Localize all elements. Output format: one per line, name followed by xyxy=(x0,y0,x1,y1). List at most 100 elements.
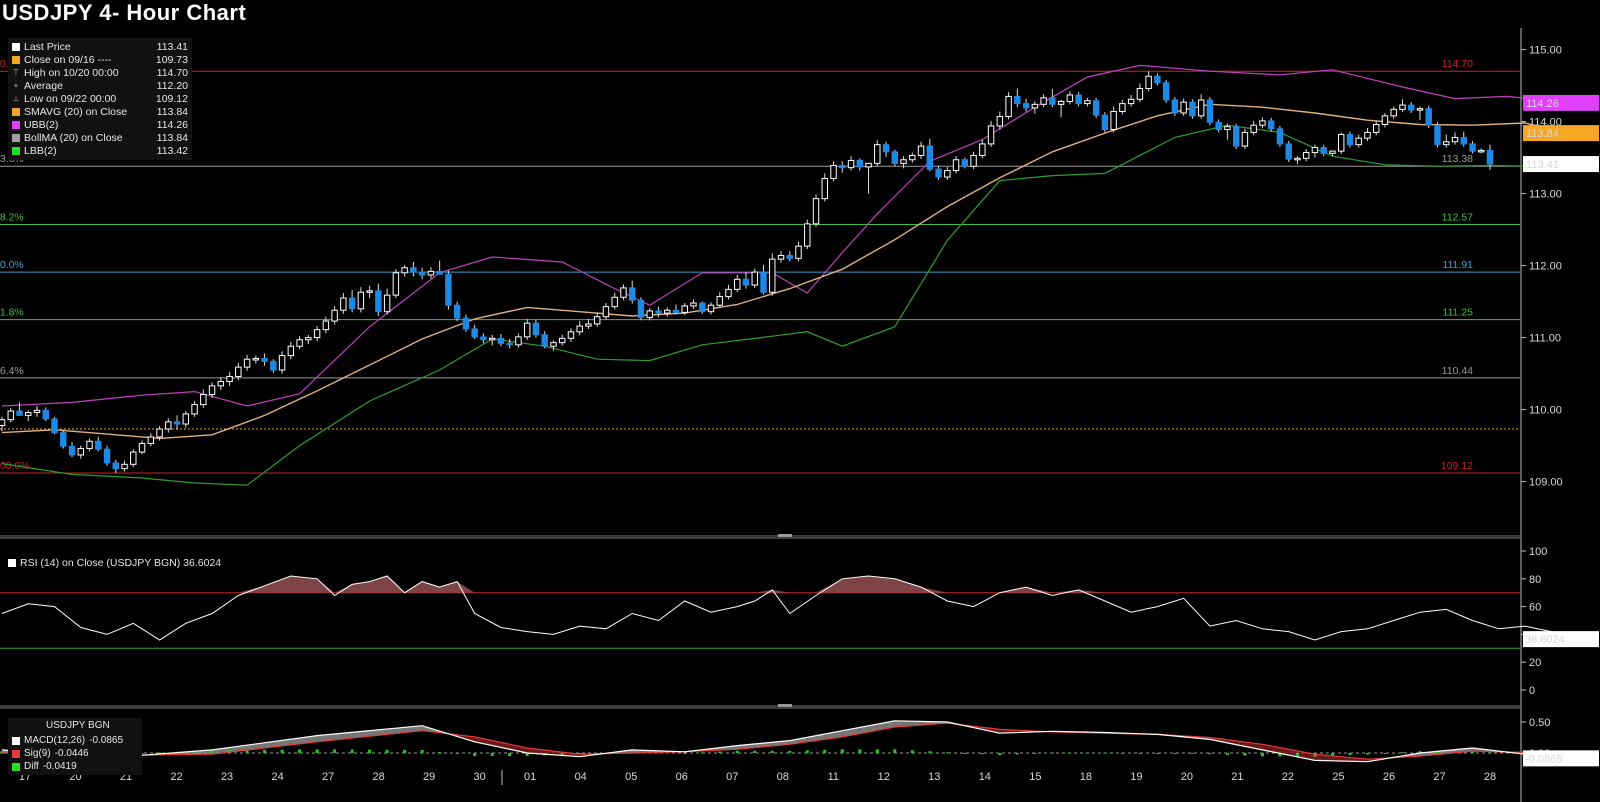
candle-body xyxy=(847,159,855,169)
legend-label: BollMA (20) on Close xyxy=(24,132,123,145)
macd-histogram-bar xyxy=(665,752,669,754)
macd-histogram-bar xyxy=(1453,751,1457,753)
upper-bollinger-line xyxy=(1,64,1569,407)
macd-signal-fill xyxy=(308,735,318,743)
candle-body xyxy=(270,360,277,371)
macd-signal-fill xyxy=(1332,755,1342,762)
candle-body xyxy=(515,336,522,346)
candle-body xyxy=(1276,128,1284,145)
price-badge-label: 113.84 xyxy=(1526,128,1559,140)
candle-body xyxy=(1084,100,1091,105)
macd-signal-fill xyxy=(203,749,213,755)
candle-body xyxy=(917,145,925,156)
candle-body xyxy=(156,428,163,438)
candle-body xyxy=(278,355,286,371)
candle-body xyxy=(173,421,181,425)
x-axis-date-label: 24 xyxy=(271,771,283,783)
candle-body xyxy=(1075,94,1082,105)
macd-histogram-bar xyxy=(1418,751,1422,753)
x-axis-date-label: 05 xyxy=(625,771,637,783)
macd-signal-fill xyxy=(360,730,370,738)
candle-body xyxy=(1346,134,1354,146)
macd-signal-fill xyxy=(238,745,248,752)
candle-body xyxy=(1206,99,1214,123)
price-badge-label: 114.26 xyxy=(1526,98,1559,110)
candle-body xyxy=(1425,108,1432,126)
candle-body xyxy=(926,145,934,170)
macd-signal-line xyxy=(1,722,1569,760)
candle-body xyxy=(1092,100,1100,116)
candle-body xyxy=(261,357,268,362)
legend-swatch xyxy=(12,134,20,143)
candle-body xyxy=(453,304,461,319)
candle-body xyxy=(121,463,128,470)
candle-body xyxy=(217,381,225,387)
candle-body xyxy=(1250,124,1257,133)
price-axis-label: 113.00 xyxy=(1529,189,1562,201)
candle-body xyxy=(664,309,671,314)
rsi-legend: RSI (14) on Close (USDJPY BGN) 36.6024 xyxy=(8,557,221,569)
price-axis-label: 110.00 xyxy=(1529,405,1562,417)
candle-body xyxy=(445,273,452,306)
macd-histogram-bar xyxy=(700,752,704,754)
macd-histogram-bar xyxy=(403,749,407,753)
legend-row: Close on 09/16 ---- 109.73 xyxy=(12,53,188,66)
candle-body xyxy=(725,288,732,298)
macd-signal-fill xyxy=(868,724,878,732)
candle-body xyxy=(1145,75,1152,89)
candle-body xyxy=(1294,157,1301,161)
legend-label: Low on 09/22 00:00 xyxy=(24,92,117,105)
candle-body xyxy=(462,317,470,330)
x-axis-date-label: 30 xyxy=(474,771,486,783)
macd-histogram-bar xyxy=(368,749,372,753)
candle-body xyxy=(1451,136,1459,143)
candle-body xyxy=(882,144,890,153)
candle-body xyxy=(979,143,986,156)
macd-histogram-bar xyxy=(1138,752,1142,754)
candle-body xyxy=(1285,143,1292,160)
legend-value: 113.42 xyxy=(156,145,188,158)
legend-row: SMAVG (20) on Close 113.84 xyxy=(12,105,188,118)
candle-body xyxy=(0,419,6,426)
macd-signal-fill xyxy=(343,732,353,740)
candle-body xyxy=(1014,95,1021,105)
candle-body xyxy=(60,432,67,447)
macd-histogram-bar xyxy=(280,749,284,753)
legend-glyph-icon: ⊤ xyxy=(12,68,20,78)
candle-body xyxy=(418,271,426,276)
legend-label: Close on 09/16 ---- xyxy=(24,53,112,66)
candle-body xyxy=(909,154,916,161)
candle-body xyxy=(1372,123,1380,133)
macd-histogram-bar xyxy=(1015,753,1019,755)
legend-label: Average xyxy=(24,79,63,92)
legend-value: 109.73 xyxy=(155,53,188,66)
candle-body xyxy=(305,337,312,341)
candle-body xyxy=(646,310,653,318)
macd-legend-row: MACD(12,26) -0.0865 xyxy=(12,734,138,747)
macd-histogram-bar xyxy=(980,753,984,755)
x-axis-date-label: 11 xyxy=(828,771,839,783)
price-badge-label: 113.41 xyxy=(1526,159,1559,171)
macd-histogram-bar xyxy=(1348,753,1352,756)
macd-signal-fill xyxy=(334,733,344,740)
candle-body xyxy=(25,411,32,416)
rsi-axis-label: 100 xyxy=(1529,546,1547,558)
fib-percent-label: 38.2% xyxy=(0,212,24,224)
macd-legend-label: MACD(12,26) xyxy=(24,735,86,746)
candle-body xyxy=(1224,126,1231,131)
candle-body xyxy=(944,170,951,178)
macd-histogram-bar xyxy=(893,749,897,753)
candle-body xyxy=(200,393,207,406)
legend-label: UBB(2) xyxy=(24,119,59,132)
macd-histogram-bar xyxy=(508,753,512,756)
candle-body xyxy=(1180,101,1187,114)
macd-histogram-bar xyxy=(1155,753,1159,754)
x-axis-date-label: 15 xyxy=(1029,771,1041,783)
legend-row: UBB(2) 114.26 xyxy=(12,119,188,132)
macd-signal-fill xyxy=(903,720,913,727)
price-axis-label: 112.00 xyxy=(1529,261,1562,273)
macd-histogram-bar xyxy=(1068,752,1072,754)
fib-percent-label: 61.8% xyxy=(0,307,24,319)
macd-histogram-bar xyxy=(1173,753,1177,754)
macd-legend-row: Diff -0.0419 xyxy=(12,760,138,773)
